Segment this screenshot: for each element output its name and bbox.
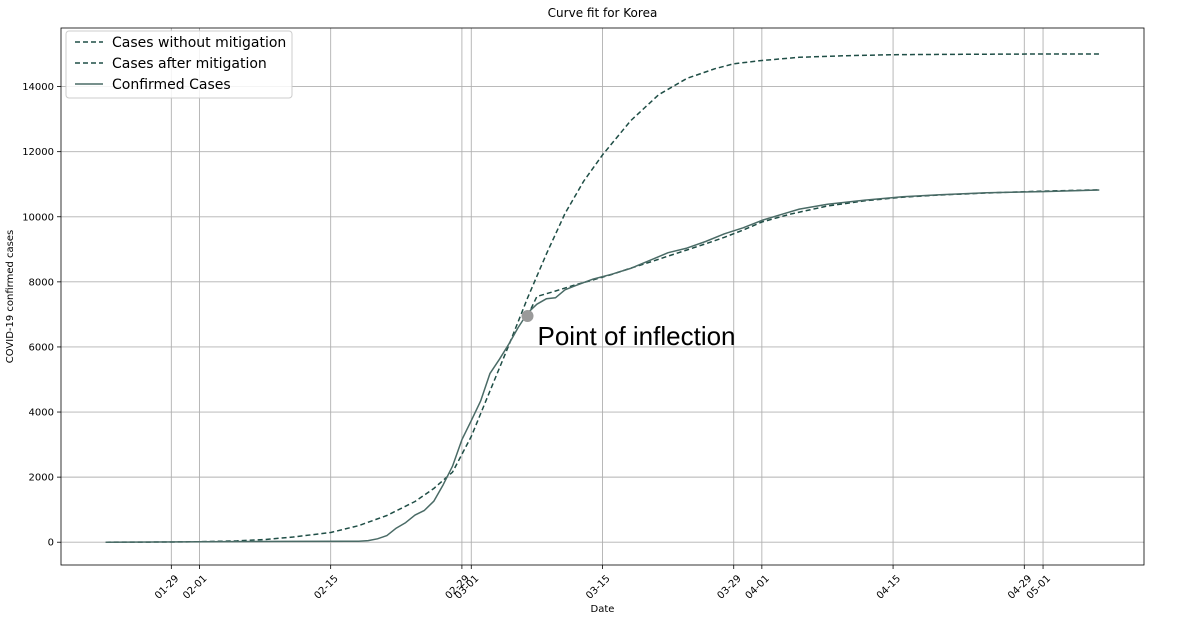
x-tick-label: 02-01 (181, 573, 209, 601)
x-tick-label: 01-29 (153, 573, 181, 601)
grid-layer (61, 28, 1144, 565)
y-tick-label: 0 (48, 538, 54, 549)
y-tick-label: 6000 (29, 342, 54, 353)
x-tick-label: 04-15 (875, 573, 903, 601)
legend-item-label: Cases without mitigation (112, 35, 286, 51)
annotation-label: Point of inflection (538, 321, 736, 351)
y-tick-label: 12000 (22, 147, 54, 158)
legend: Cases without mitigation Cases after miti… (65, 30, 293, 99)
inflection-marker (521, 310, 534, 323)
legend-item-label: Confirmed Cases (112, 77, 231, 93)
series-line-1 (526, 189, 1100, 317)
series-line-2 (105, 189, 1100, 543)
series-layer (105, 53, 1100, 543)
chart-title: Curve fit for Korea (548, 6, 658, 20)
y-axis-title: COVID-19 confirmed cases (5, 230, 16, 364)
x-tick-label: 02-15 (312, 573, 340, 601)
series-line-0 (105, 53, 1100, 543)
y-tick-label: 4000 (29, 408, 54, 419)
legend-item-label: Cases after mitigation (112, 56, 267, 72)
annotation-layer: Point of inflection (521, 310, 736, 351)
y-tick-label: 2000 (29, 473, 54, 484)
y-tick-label: 10000 (22, 212, 54, 223)
y-tick-label: 8000 (29, 277, 54, 288)
x-tick-label: 03-15 (584, 573, 612, 601)
x-tick-label: 03-29 (715, 573, 743, 601)
legend-box (65, 30, 293, 99)
x-axis-title: Date (591, 604, 615, 615)
x-tick-label: 04-01 (744, 573, 772, 601)
y-tick-label: 14000 (22, 82, 54, 93)
